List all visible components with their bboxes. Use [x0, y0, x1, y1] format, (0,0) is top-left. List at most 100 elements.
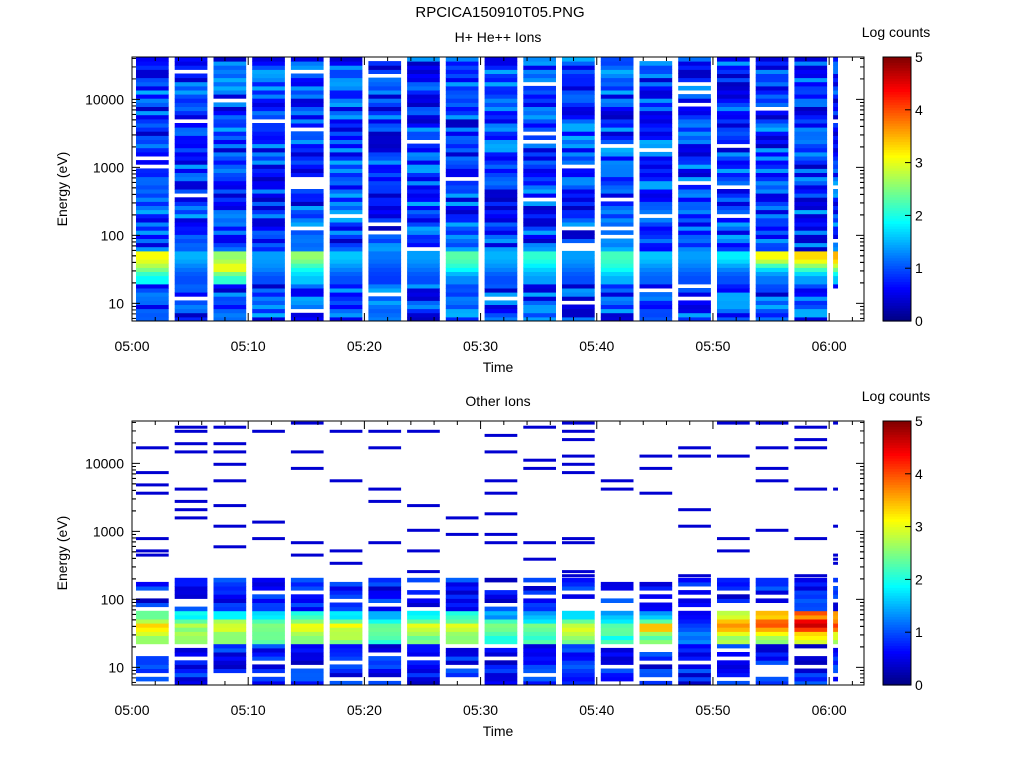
- spectrogram-cell: [523, 69, 556, 74]
- spectrogram-cell: [562, 193, 595, 198]
- spectrogram-cell: [600, 652, 634, 657]
- spectrogram-cell: [833, 647, 838, 653]
- spectrogram-cell: [639, 652, 673, 657]
- spectrogram-cell: [174, 250, 208, 256]
- spectrogram-cell: [484, 81, 518, 87]
- colorbar-segment: [883, 563, 911, 567]
- spectrogram-cell: [252, 577, 285, 583]
- spectrogram-cell: [794, 259, 828, 264]
- spectrogram-cell: [136, 106, 169, 112]
- spectrogram-cell: [794, 425, 828, 429]
- spectrogram-cell: [755, 160, 789, 165]
- spectrogram-cell: [755, 156, 789, 161]
- colorbar-tick-label: 4: [915, 102, 923, 118]
- spectrogram-cell: [174, 660, 208, 665]
- spectrogram-cell: [329, 114, 363, 120]
- spectrogram-cell: [794, 151, 828, 157]
- spectrogram-cell: [213, 602, 247, 608]
- spectrogram-cell: [174, 106, 208, 112]
- spectrogram-cell: [213, 619, 247, 624]
- spectrogram-cell: [407, 135, 440, 140]
- spectrogram-cell: [368, 118, 402, 124]
- spectrogram-cell: [445, 668, 479, 674]
- spectrogram-cell: [368, 614, 402, 620]
- spectrogram-cell: [717, 242, 750, 248]
- spectrogram-cell: [833, 197, 838, 202]
- spectrogram-cell: [368, 242, 402, 248]
- spectrogram-cell: [445, 90, 479, 95]
- spectrogram-cell: [794, 623, 828, 628]
- spectrogram-cell: [484, 57, 518, 62]
- spectrogram-cell: [755, 614, 789, 620]
- y-tick-label: 1000: [93, 523, 124, 539]
- colorbar-segment: [883, 508, 911, 512]
- spectrogram-cell: [833, 81, 838, 87]
- spectrogram-cell: [174, 156, 208, 161]
- spectrogram-cell: [600, 61, 634, 66]
- spectrogram-cell: [639, 69, 673, 74]
- spectrogram-cell: [600, 259, 634, 264]
- spectrogram-cell: [717, 69, 750, 74]
- colorbar-segment: [883, 439, 911, 443]
- spectrogram-cell: [174, 283, 208, 289]
- spectrogram-cell: [833, 668, 838, 674]
- spectrogram-cell: [639, 205, 673, 211]
- spectrogram-cell: [329, 217, 363, 223]
- spectrogram-cell: [174, 610, 208, 616]
- spectrogram-cell: [639, 127, 673, 132]
- spectrogram-cell: [717, 250, 750, 256]
- spectrogram-cell: [329, 94, 363, 99]
- spectrogram-cell: [213, 308, 247, 314]
- spectrogram-cell: [600, 73, 634, 79]
- spectrogram-cell: [794, 90, 828, 95]
- spectrogram-cell: [717, 230, 750, 235]
- spectrogram-cell: [174, 316, 208, 322]
- spectrogram-cell: [717, 300, 750, 305]
- colorbar-segment: [883, 663, 911, 668]
- spectrogram-cell: [717, 160, 750, 165]
- spectrogram-cell: [407, 94, 440, 99]
- spectrogram-cell: [136, 172, 169, 178]
- spectrogram-cell: [639, 65, 673, 70]
- spectrogram-cell: [484, 619, 518, 624]
- spectrogram-cell: [136, 623, 169, 628]
- colorbar-segment: [883, 632, 911, 636]
- spectrogram-cell: [290, 300, 324, 305]
- spectrogram-cell: [213, 577, 247, 583]
- spectrogram-cell: [445, 263, 479, 268]
- spectrogram-cell: [600, 279, 634, 285]
- spectrogram-cell: [368, 263, 402, 268]
- spectrogram-cell: [290, 172, 324, 178]
- spectrogram-cell: [755, 209, 789, 215]
- spectrogram-cell: [755, 283, 789, 289]
- spectrogram-cell: [639, 164, 673, 169]
- spectrogram-cell: [213, 184, 247, 190]
- spectrogram-cell: [445, 296, 479, 301]
- spectrogram-cell: [368, 226, 402, 231]
- spectrogram-cell: [174, 246, 208, 252]
- spectrogram-cell: [678, 279, 711, 285]
- spectrogram-cell: [136, 581, 169, 587]
- spectrogram-cell: [562, 205, 595, 211]
- spectrogram-cell: [678, 508, 711, 512]
- spectrogram-cell: [445, 308, 479, 314]
- spectrogram-cell: [639, 300, 673, 305]
- spectrogram-cell: [136, 151, 169, 157]
- spectrogram-cell: [252, 623, 285, 628]
- spectrogram-cell: [484, 660, 518, 665]
- spectrogram-cell: [833, 139, 838, 145]
- x-tick-label: 06:00: [812, 702, 847, 718]
- spectrogram-cell: [600, 189, 634, 194]
- spectrogram-cell: [136, 238, 169, 244]
- spectrogram-cell: [639, 271, 673, 277]
- spectrogram-cell: [252, 316, 285, 322]
- spectrogram-cell: [678, 242, 711, 248]
- spectrogram-cell: [717, 135, 750, 140]
- spectrogram-cell: [213, 300, 247, 305]
- spectrogram-cell: [523, 110, 556, 116]
- colorbar-segment: [883, 603, 911, 607]
- colorbar-segment: [883, 426, 911, 430]
- colorbar-segment: [883, 199, 911, 203]
- spectrogram-cell: [678, 168, 711, 173]
